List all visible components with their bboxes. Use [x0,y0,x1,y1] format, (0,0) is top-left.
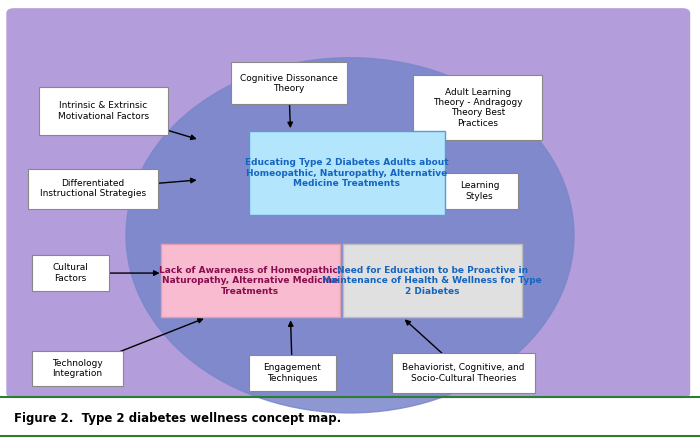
FancyBboxPatch shape [441,173,518,209]
Text: Intrinsic & Extrinsic
Motivational Factors: Intrinsic & Extrinsic Motivational Facto… [57,101,149,121]
FancyBboxPatch shape [32,255,108,291]
Text: Adult Learning
Theory - Andragogy
Theory Best
Practices: Adult Learning Theory - Andragogy Theory… [433,87,523,128]
Ellipse shape [126,58,574,413]
FancyBboxPatch shape [38,87,168,135]
FancyBboxPatch shape [28,169,158,209]
Text: Educating Type 2 Diabetes Adults about
Homeopathic, Naturopathy, Alternative
Med: Educating Type 2 Diabetes Adults about H… [245,158,448,188]
FancyBboxPatch shape [7,9,690,397]
FancyBboxPatch shape [161,244,340,317]
Text: Cognitive Dissonance
Theory: Cognitive Dissonance Theory [240,74,337,93]
Text: Lack of Awareness of Homeopathic,
Naturopathy, Alternative Medicine
Treatments: Lack of Awareness of Homeopathic, Naturo… [159,266,342,296]
FancyBboxPatch shape [231,62,346,104]
FancyBboxPatch shape [248,131,444,215]
FancyBboxPatch shape [248,355,336,391]
Text: Cultural
Factors: Cultural Factors [52,263,88,283]
Text: Figure 2.  Type 2 diabetes wellness concept map.: Figure 2. Type 2 diabetes wellness conce… [14,412,342,425]
Text: Need for Education to be Proactive in
Maintenance of Health & Wellness for Type
: Need for Education to be Proactive in Ma… [323,266,542,296]
FancyBboxPatch shape [32,351,122,386]
Text: Behaviorist, Cognitive, and
Socio-Cultural Theories: Behaviorist, Cognitive, and Socio-Cultur… [402,363,525,383]
Text: Differentiated
Instructional Strategies: Differentiated Instructional Strategies [40,179,146,198]
FancyBboxPatch shape [392,353,536,393]
FancyBboxPatch shape [343,244,522,317]
FancyBboxPatch shape [413,75,542,140]
Text: Technology
Integration: Technology Integration [52,359,102,378]
Text: Engagement
Techniques: Engagement Techniques [263,363,321,383]
Text: Learning
Styles: Learning Styles [460,181,499,201]
